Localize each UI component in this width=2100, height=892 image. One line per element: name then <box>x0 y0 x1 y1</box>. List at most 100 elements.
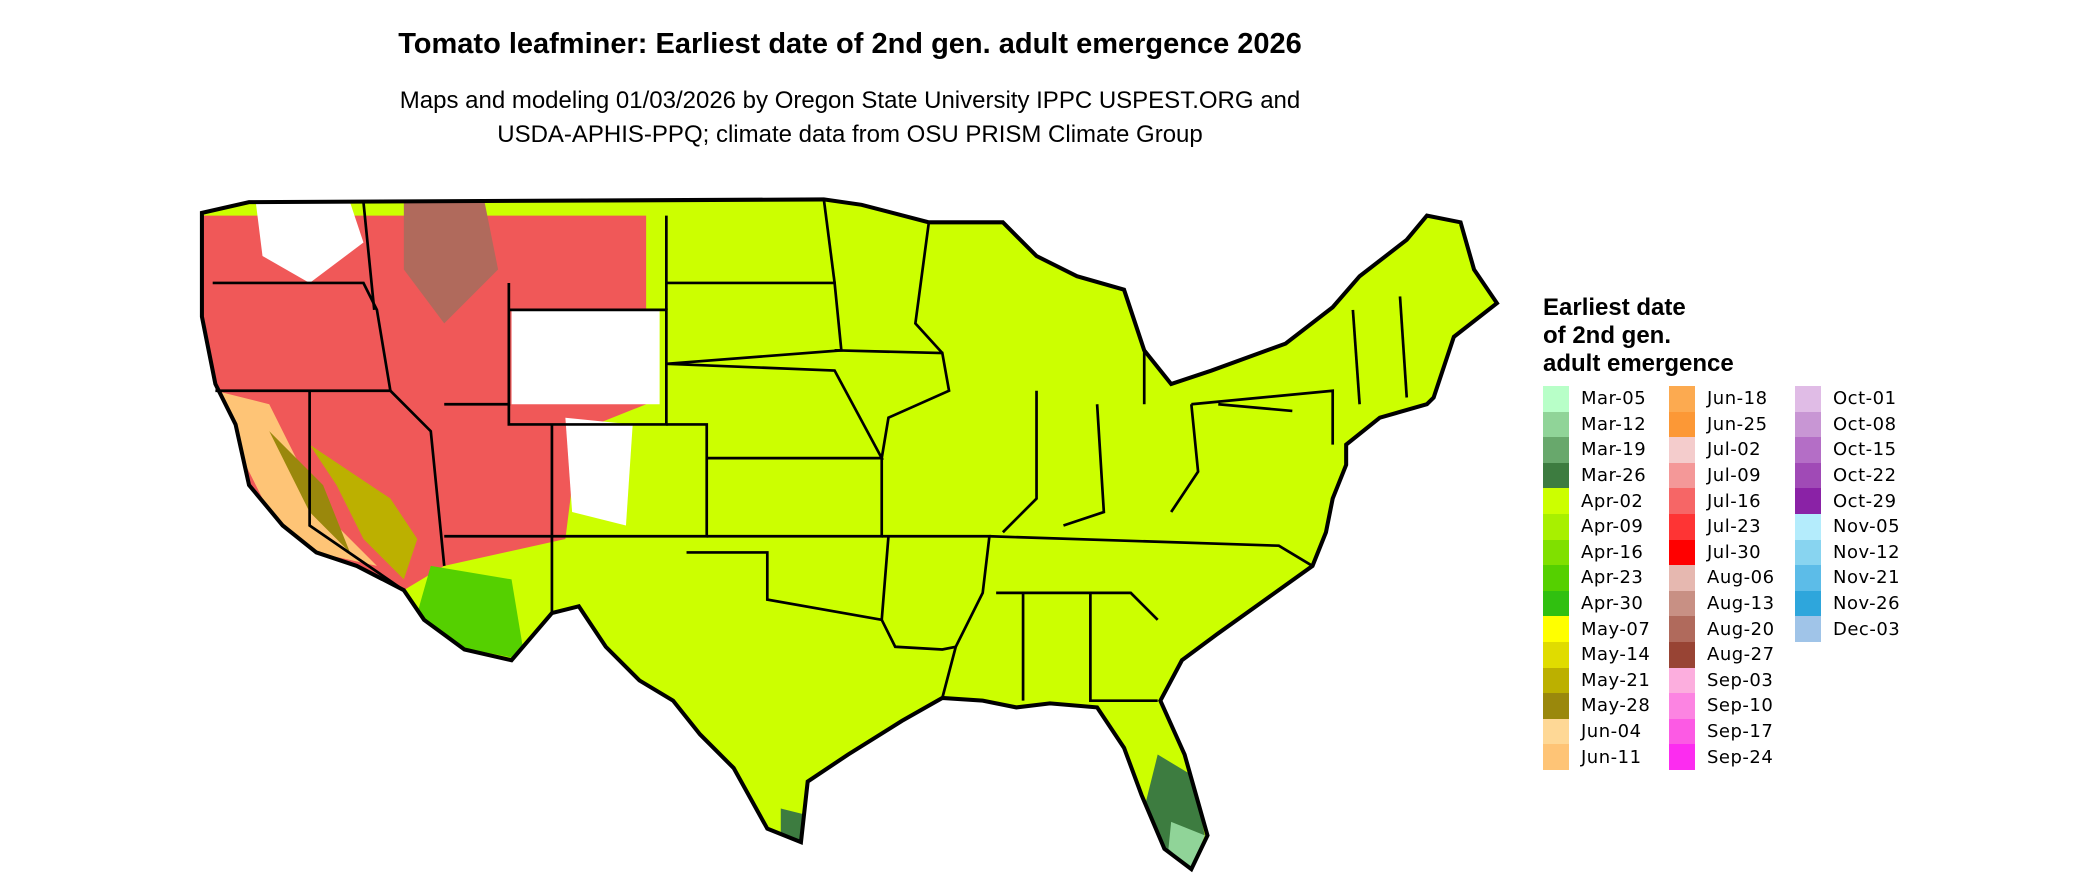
legend-swatch <box>1669 718 1695 745</box>
legend-label: Jun-18 <box>1707 388 1768 410</box>
legend-swatch <box>1795 462 1821 489</box>
legend-swatch <box>1795 539 1821 566</box>
legend-item: Jun-18 <box>1669 386 1795 412</box>
legend-label: May-07 <box>1581 618 1651 640</box>
legend-label: Mar-12 <box>1581 413 1647 435</box>
legend-label: Mar-26 <box>1581 465 1647 487</box>
legend-item: Mar-12 <box>1543 411 1669 438</box>
legend-title-line: Earliest date <box>1543 294 1686 321</box>
legend-swatch <box>1669 386 1695 412</box>
legend-column: Oct-01 Oct-08 Oct-15 Oct-22 Oct-29 Nov-05 Nov-… <box>1795 386 1921 770</box>
legend-title-line: of 2nd gen. <box>1543 322 1671 349</box>
legend-label: Nov-05 <box>1833 516 1901 538</box>
legend-label: Jul-30 <box>1707 541 1762 563</box>
legend-label: Jul-09 <box>1707 465 1762 487</box>
legend-label: Jun-11 <box>1581 746 1642 768</box>
legend-swatch <box>1543 718 1569 745</box>
legend-swatch <box>1543 513 1569 540</box>
legend-swatch <box>1543 744 1569 770</box>
legend-label: Nov-12 <box>1833 541 1901 563</box>
legend-label: Apr-16 <box>1581 541 1644 563</box>
legend-label: May-28 <box>1581 695 1651 717</box>
legend-item: Mar-19 <box>1543 437 1669 463</box>
legend-column: Jun-18 Jun-25 Jul-02 Jul-09 Jul-16 Jul-23 Jul-… <box>1669 386 1795 770</box>
legend-item: May-14 <box>1543 641 1669 668</box>
legend-label: Sep-10 <box>1707 695 1774 717</box>
legend-item: Jul-16 <box>1669 488 1795 514</box>
legend-swatch <box>1669 590 1695 617</box>
legend-item: Sep-24 <box>1669 744 1795 770</box>
legend-item: Jun-04 <box>1543 718 1669 745</box>
legend-item: May-21 <box>1543 667 1669 694</box>
legend-swatch <box>1795 386 1821 412</box>
legend-label: Jun-04 <box>1581 721 1642 743</box>
legend-column: Mar-05 Mar-12 Mar-19 Mar-26 Apr-02 Apr-09 Apr-… <box>1543 386 1669 770</box>
legend-item: Sep-10 <box>1669 693 1795 719</box>
legend-label: Oct-22 <box>1833 465 1897 487</box>
legend-swatch <box>1543 462 1569 489</box>
legend-swatch <box>1669 411 1695 438</box>
legend-label: May-14 <box>1581 644 1651 666</box>
legend-item: Oct-01 <box>1795 386 1921 412</box>
legend-item: Aug-13 <box>1669 590 1795 617</box>
legend-swatch <box>1669 513 1695 540</box>
legend-item: Jun-11 <box>1543 744 1669 770</box>
legend-item: Dec-03 <box>1795 616 1921 642</box>
legend-item: Nov-21 <box>1795 565 1921 591</box>
legend-item: Nov-05 <box>1795 513 1921 540</box>
legend-item: Oct-22 <box>1795 462 1921 489</box>
legend-item: Apr-16 <box>1543 539 1669 566</box>
subtitle-line-2: USDA-APHIS-PPQ; climate data from OSU PR… <box>497 121 1203 148</box>
legend-item: Apr-23 <box>1543 565 1669 591</box>
legend-item: May-07 <box>1543 616 1669 642</box>
legend-label: May-21 <box>1581 669 1651 691</box>
subtitle-line-1: Maps and modeling 01/03/2026 by Oregon S… <box>399 87 1301 114</box>
legend-swatch <box>1795 513 1821 540</box>
legend-item: Nov-12 <box>1795 539 1921 566</box>
legend-swatch <box>1669 744 1695 770</box>
legend-label: Nov-21 <box>1833 567 1901 589</box>
legend-label: Oct-08 <box>1833 413 1897 435</box>
legend-swatch <box>1795 488 1821 514</box>
legend-item: Oct-08 <box>1795 411 1921 438</box>
legend-label: Jul-23 <box>1707 516 1762 538</box>
legend-swatch <box>1669 539 1695 566</box>
legend-item: Jul-30 <box>1669 539 1795 566</box>
legend-item: Aug-06 <box>1669 565 1795 591</box>
map-title: Tomato leafminer: Earliest date of 2nd g… <box>398 28 1302 60</box>
legend-label: Oct-15 <box>1833 439 1897 461</box>
legend-swatch <box>1669 693 1695 719</box>
legend-item: Mar-05 <box>1543 386 1669 412</box>
legend: Earliest date of 2nd gen. adult emergenc… <box>1543 294 1921 770</box>
legend-swatch <box>1543 590 1569 617</box>
legend-swatch <box>1669 437 1695 463</box>
legend-swatch <box>1543 539 1569 566</box>
legend-swatch <box>1669 616 1695 642</box>
legend-item: Nov-26 <box>1795 590 1921 617</box>
legend-label: Apr-23 <box>1581 567 1644 589</box>
legend-label: Aug-27 <box>1707 644 1775 666</box>
legend-label: Aug-13 <box>1707 593 1775 615</box>
legend-swatch <box>1795 411 1821 438</box>
legend-label: Jul-02 <box>1707 439 1762 461</box>
legend-item: Oct-15 <box>1795 437 1921 463</box>
legend-title: Earliest date of 2nd gen. adult emergenc… <box>1543 294 1921 378</box>
legend-swatch <box>1795 437 1821 463</box>
legend-item: Oct-29 <box>1795 488 1921 514</box>
legend-swatch <box>1543 488 1569 514</box>
legend-swatch <box>1669 488 1695 514</box>
legend-item: Aug-27 <box>1669 641 1795 668</box>
legend-label: Sep-24 <box>1707 746 1774 768</box>
state-boundaries <box>212 199 1409 703</box>
legend-swatch <box>1543 693 1569 719</box>
legend-swatch <box>1795 565 1821 591</box>
legend-item: May-28 <box>1543 693 1669 719</box>
legend-swatch <box>1669 462 1695 489</box>
legend-label: Apr-09 <box>1581 516 1644 538</box>
legend-item: Apr-02 <box>1543 488 1669 514</box>
legend-swatch <box>1795 616 1821 642</box>
legend-label: Apr-02 <box>1581 490 1644 512</box>
legend-swatch <box>1543 667 1569 694</box>
legend-label: Jul-16 <box>1707 490 1762 512</box>
